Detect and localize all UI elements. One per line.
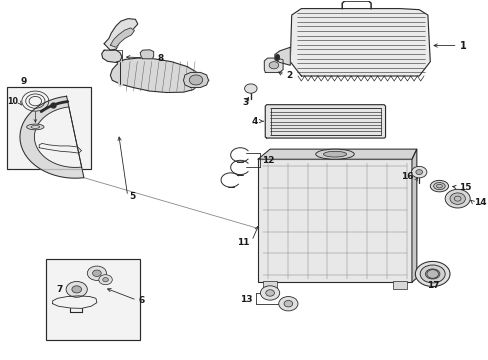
Circle shape <box>72 286 81 293</box>
Ellipse shape <box>323 151 346 157</box>
Circle shape <box>268 62 278 69</box>
Text: 8: 8 <box>157 54 163 63</box>
Text: 12: 12 <box>262 156 274 165</box>
Polygon shape <box>258 149 416 159</box>
Circle shape <box>87 266 106 280</box>
Polygon shape <box>20 96 84 178</box>
Bar <box>258 159 411 282</box>
Polygon shape <box>183 72 208 87</box>
Circle shape <box>66 282 87 297</box>
Text: 11: 11 <box>237 238 249 247</box>
Circle shape <box>411 166 426 178</box>
Polygon shape <box>102 50 122 62</box>
Polygon shape <box>104 19 138 50</box>
Bar <box>270 108 380 135</box>
Circle shape <box>449 193 465 204</box>
Text: 5: 5 <box>129 192 136 201</box>
Polygon shape <box>274 47 290 65</box>
Polygon shape <box>110 58 200 93</box>
Text: 10: 10 <box>7 96 18 105</box>
Text: 16: 16 <box>400 172 412 181</box>
Circle shape <box>189 75 203 85</box>
Text: 6: 6 <box>139 296 145 305</box>
Text: 4: 4 <box>251 117 258 126</box>
Circle shape <box>415 170 422 175</box>
Polygon shape <box>264 105 385 138</box>
Bar <box>46 259 140 339</box>
Polygon shape <box>290 9 429 76</box>
Text: 9: 9 <box>21 77 27 86</box>
Circle shape <box>102 278 108 282</box>
Text: 14: 14 <box>473 198 486 207</box>
Bar <box>7 87 91 169</box>
Circle shape <box>444 189 469 208</box>
Text: 1: 1 <box>459 41 466 50</box>
Ellipse shape <box>27 124 44 130</box>
Circle shape <box>265 290 274 296</box>
Ellipse shape <box>419 265 444 283</box>
Circle shape <box>278 297 297 311</box>
Circle shape <box>99 275 112 285</box>
Ellipse shape <box>433 183 444 190</box>
Polygon shape <box>411 149 416 282</box>
Text: 2: 2 <box>285 71 292 80</box>
Polygon shape <box>264 58 283 72</box>
Bar <box>392 282 407 289</box>
Circle shape <box>92 270 101 276</box>
Text: 7: 7 <box>56 285 62 294</box>
Text: 17: 17 <box>427 281 439 290</box>
Circle shape <box>284 301 292 307</box>
Ellipse shape <box>429 180 447 192</box>
Ellipse shape <box>315 149 353 159</box>
Ellipse shape <box>425 269 439 279</box>
Text: 13: 13 <box>240 294 252 303</box>
Text: 3: 3 <box>242 98 248 107</box>
Ellipse shape <box>414 261 449 287</box>
Polygon shape <box>110 28 134 47</box>
Bar <box>263 282 277 289</box>
Polygon shape <box>140 50 153 59</box>
Circle shape <box>244 84 257 93</box>
Text: 15: 15 <box>458 183 470 192</box>
Circle shape <box>260 286 279 300</box>
